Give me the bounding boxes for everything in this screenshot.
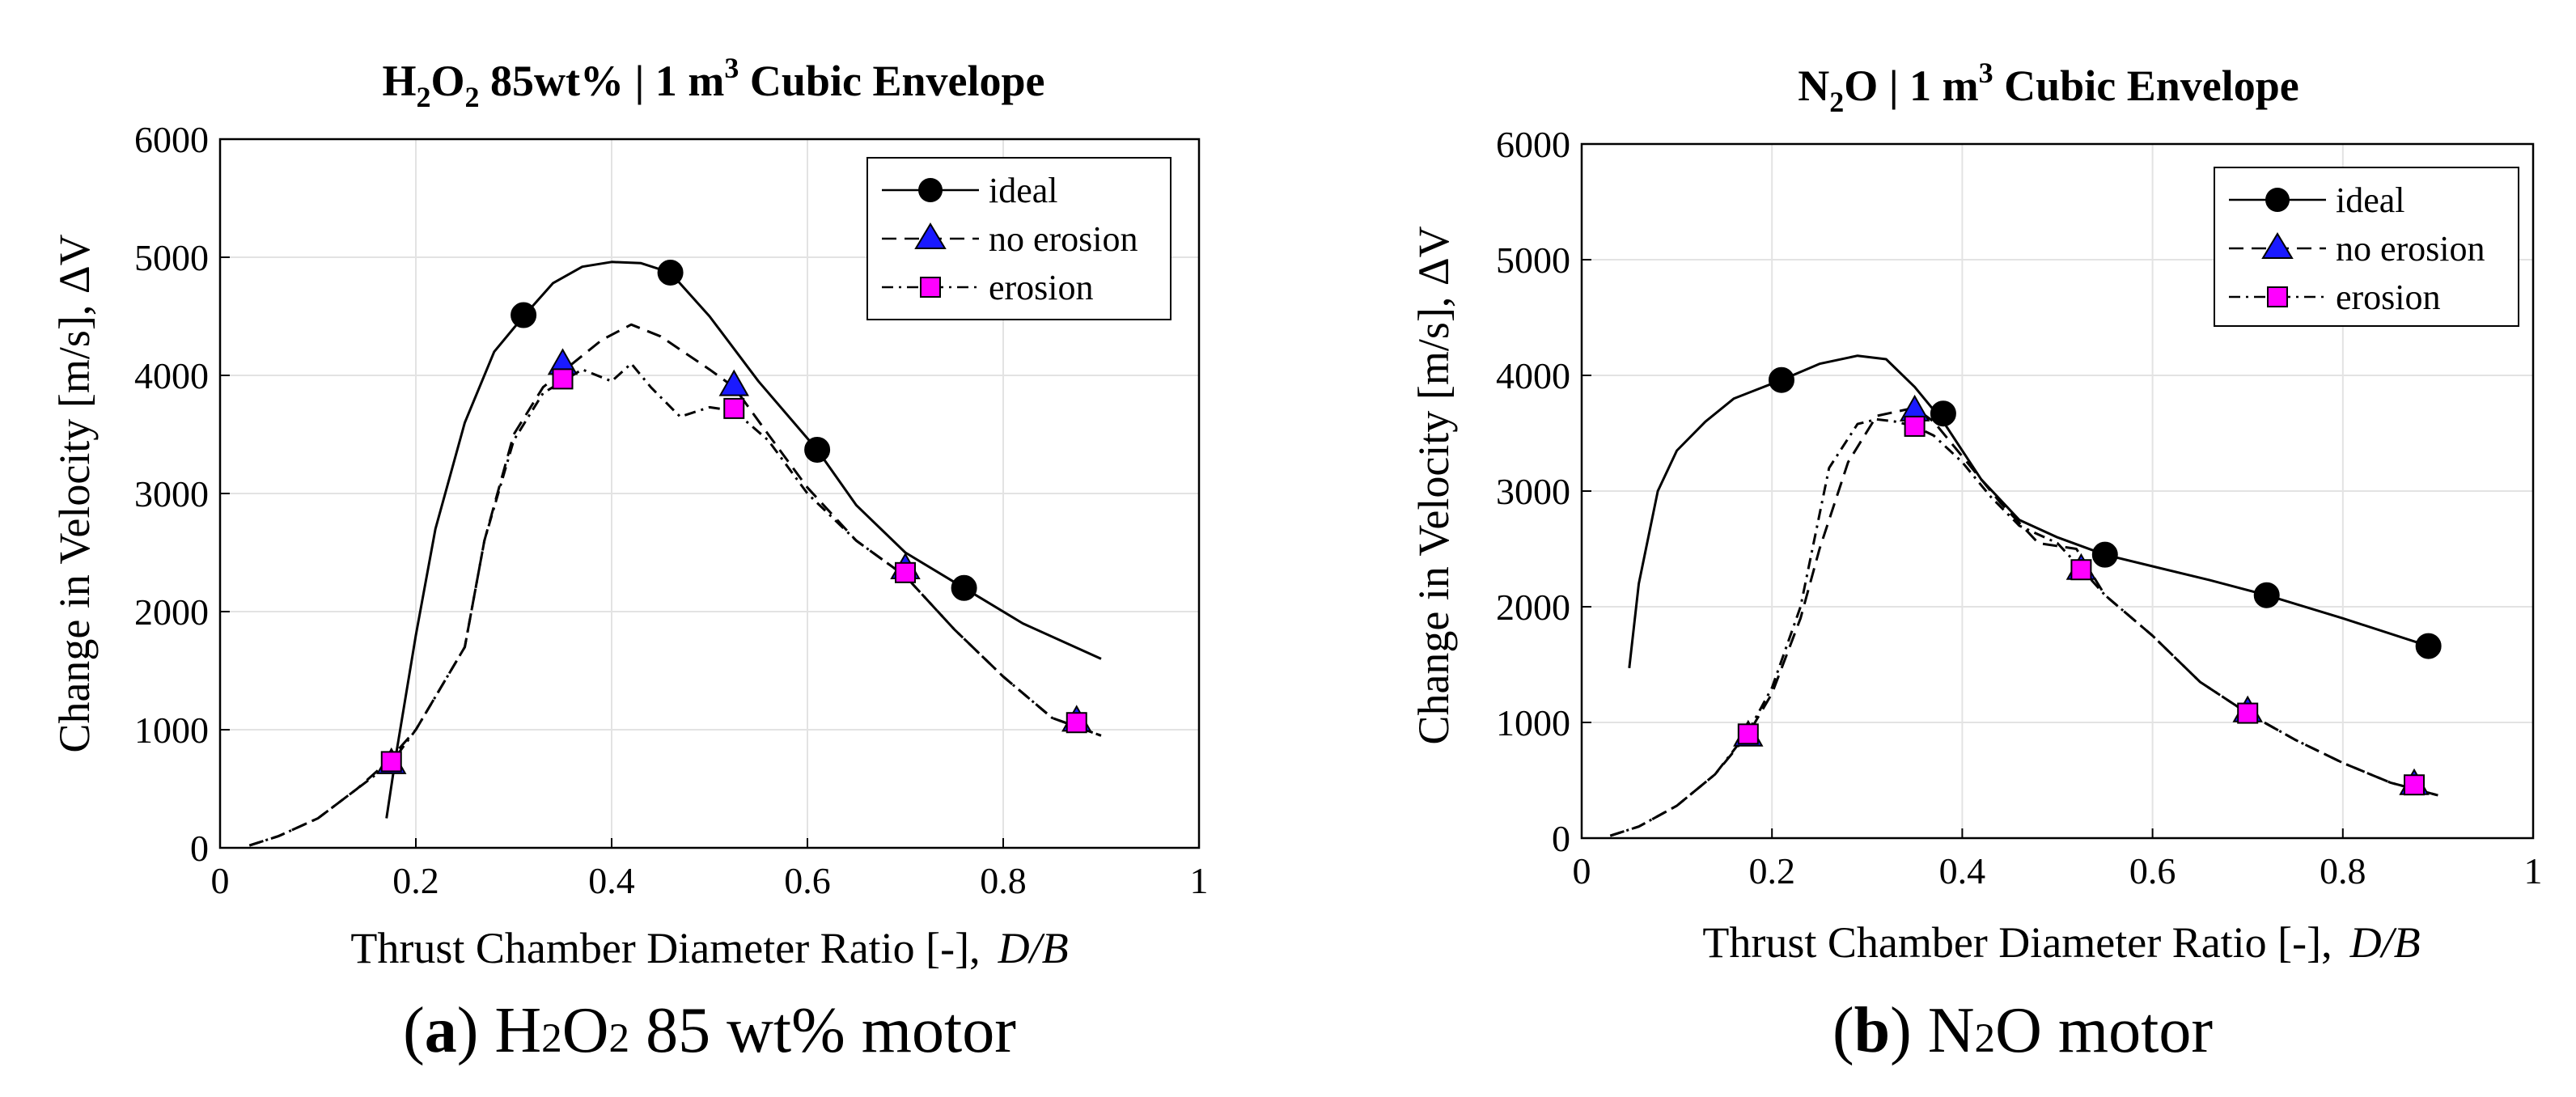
- data-point-erosion: [1904, 415, 1926, 437]
- legend-label-no-erosion: no erosion: [2336, 229, 2485, 269]
- y-tick-label: 2000: [1496, 587, 1570, 628]
- y-tick-label: 4000: [134, 355, 209, 396]
- legend-label-ideal: ideal: [2336, 180, 2405, 220]
- caption-a: (a) H2O2 85 wt% motor: [403, 995, 1016, 1066]
- y-axis-label-a: Change in Velocity [m/s], ΔV: [50, 234, 99, 752]
- data-point-ideal: [2091, 541, 2118, 568]
- x-tick-label: 0.6: [2129, 850, 2176, 892]
- x-tick-label: 0: [1573, 850, 1591, 892]
- y-tick-label: 1000: [1496, 702, 1570, 743]
- x-axis-label-a: Thrust Chamber Diameter Ratio [-], D/B: [350, 924, 1068, 972]
- data-point-erosion: [2237, 702, 2259, 724]
- series-layer-a: [248, 259, 1102, 847]
- data-point-erosion: [1066, 712, 1087, 734]
- y-tick-label: 6000: [1496, 124, 1570, 165]
- x-tick-label: 0.4: [588, 860, 635, 901]
- data-point-erosion: [2404, 774, 2425, 796]
- y-tick-label: 2000: [134, 591, 209, 633]
- series-line-erosion: [1609, 417, 2438, 837]
- data-point-ideal: [804, 436, 831, 463]
- data-point-erosion: [1737, 723, 1759, 745]
- legend-marker-ideal: [2265, 188, 2290, 212]
- chart-title-a: H2O2 85wt% | 1 m3 Cubic Envelope: [383, 52, 1045, 113]
- data-point-ideal: [657, 259, 684, 286]
- legend-marker-no-erosion: [914, 222, 947, 249]
- x-tick-label: 0.2: [1748, 850, 1795, 892]
- y-tick-label: 1000: [134, 709, 209, 751]
- data-point-erosion: [2070, 559, 2092, 581]
- y-tick-label: 0: [1552, 818, 1570, 859]
- x-tick-label: 0: [211, 860, 230, 901]
- legend-label-no-erosion: no erosion: [989, 219, 1138, 259]
- y-tick-label: 4000: [1496, 355, 1570, 396]
- legend-box: [2214, 167, 2519, 327]
- legend-label-erosion: erosion: [989, 268, 1094, 307]
- x-tick-label: 0.6: [784, 860, 831, 901]
- x-tick-label: 0.4: [1939, 850, 1986, 892]
- data-point-erosion: [380, 751, 402, 773]
- data-point-erosion: [895, 561, 916, 583]
- x-tick-label: 0.8: [980, 860, 1027, 901]
- x-tick-label: 0.2: [392, 860, 439, 901]
- x-tick-label: 1: [2524, 850, 2543, 892]
- data-point-ideal: [2415, 633, 2442, 659]
- data-point-erosion: [552, 368, 574, 390]
- y-tick-label: 5000: [134, 237, 209, 278]
- chart-title-b: N2O | 1 m3 Cubic Envelope: [1798, 57, 2298, 118]
- ticks-b: 0 0.2 0.4 0.6 0.8 1 0 1000 2000 3000 4000 5000 6000: [1496, 124, 2543, 892]
- x-tick-label: 1: [1190, 860, 1209, 901]
- series-line-ideal: [385, 260, 1102, 819]
- data-point-ideal: [951, 574, 977, 601]
- data-point-ideal: [511, 302, 537, 328]
- y-axis-label-b: Change in Velocity [m/s], ΔV: [1409, 226, 1458, 744]
- chart-panel-a: H2O2 85wt% | 1 m3 Cubic Envelope 0 0.2 0.4…: [50, 52, 1209, 972]
- series-layer-b: [1609, 354, 2442, 837]
- data-point-no-erosion: [718, 369, 749, 396]
- ticks-a: 0 0.2 0.4 0.6 0.8 1 0 1000 2000 3000 4000 5000 6000: [134, 119, 1209, 901]
- data-point-erosion: [723, 397, 745, 419]
- data-point-ideal: [1768, 366, 1794, 393]
- legend-marker-erosion: [2267, 286, 2288, 307]
- legend-marker-no-erosion: [2261, 232, 2294, 259]
- caption-b: (b) N2O motor: [1832, 995, 2213, 1066]
- legend-a: ideal no erosion erosion: [866, 157, 1171, 320]
- legend-label-erosion: erosion: [2336, 277, 2441, 317]
- chart-panel-b: N2O | 1 m3 Cubic Envelope 0 0.2 0.4 0.6 0.8 1…: [1409, 57, 2543, 967]
- y-tick-label: 3000: [134, 473, 209, 515]
- legend-marker-ideal: [918, 178, 943, 202]
- y-tick-label: 3000: [1496, 471, 1570, 512]
- series-line-no-erosion: [1609, 406, 2438, 837]
- data-point-ideal: [1930, 400, 1956, 427]
- y-tick-label: 5000: [1496, 239, 1570, 281]
- x-axis-label-b: Thrust Chamber Diameter Ratio [-], D/B: [1702, 918, 2420, 967]
- legend-label-ideal: ideal: [989, 171, 1058, 210]
- x-tick-label: 0.8: [2320, 850, 2366, 892]
- y-tick-label: 0: [190, 828, 209, 869]
- series-line-ideal: [1628, 354, 2430, 668]
- y-tick-label: 6000: [134, 119, 209, 160]
- data-point-ideal: [2253, 582, 2280, 608]
- legend-b: ideal no erosion erosion: [2214, 167, 2519, 327]
- legend-marker-erosion: [920, 277, 941, 298]
